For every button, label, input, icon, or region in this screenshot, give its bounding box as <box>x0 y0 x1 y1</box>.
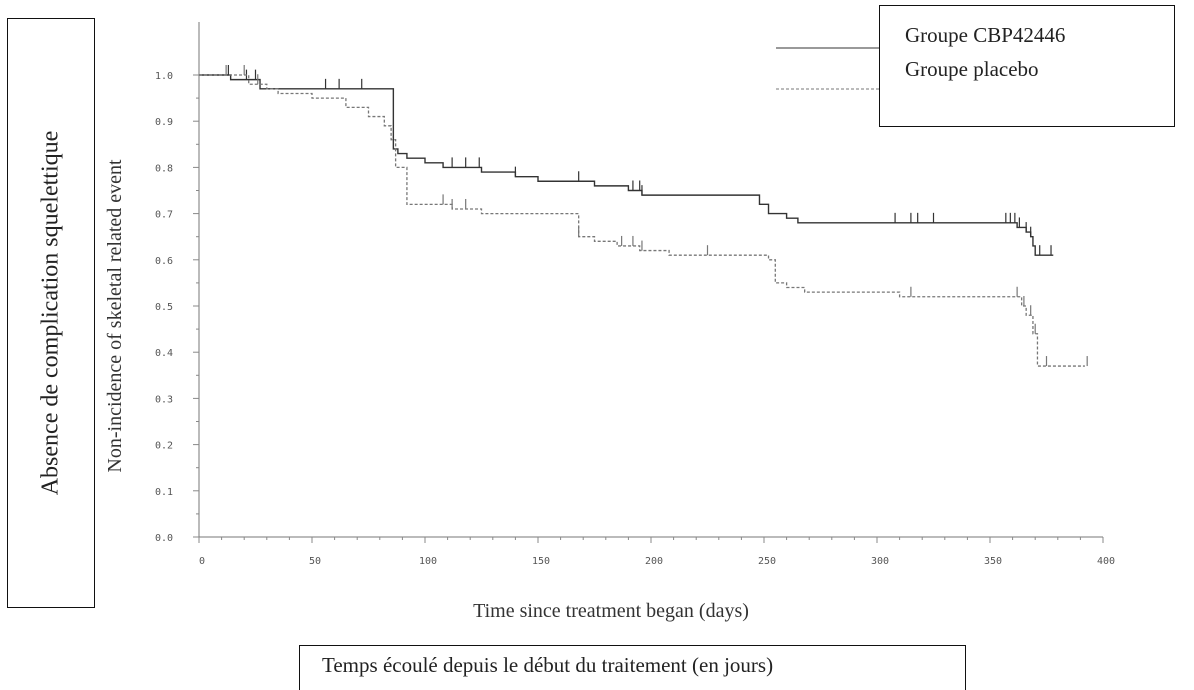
x-tick-label: 400 <box>1097 556 1115 567</box>
x-tick-label: 200 <box>645 556 663 567</box>
x-tick-label: 0 <box>199 556 205 567</box>
plot-area: 0.0 0.1 0.2 0.3 0.4 0.5 0.6 0.7 0.8 0.9 1.0 0 50 100 1… <box>155 22 1115 567</box>
y-tick-label: 0.4 <box>155 348 173 359</box>
legend-entry-cbp42446: Groupe CBP42446 <box>905 23 1066 47</box>
x-axis-title-fr-box: Temps écoulé depuis le début du traiteme… <box>299 645 966 690</box>
y-tick-label: 0.1 <box>155 487 173 498</box>
y-axis-title-fr: Absence de complication squelettique <box>37 130 64 496</box>
x-tick-label: 350 <box>984 556 1002 567</box>
x-axis-title: Time since treatment began (days) <box>473 600 749 622</box>
y-tick-label: 0.6 <box>155 256 173 267</box>
y-axis-title: Non-incidence of skeletal related event <box>104 159 126 473</box>
x-tick-label: 150 <box>532 556 550 567</box>
y-tick-label: 0.7 <box>155 210 173 221</box>
y-tick-label: 1.0 <box>155 71 173 82</box>
y-tick-label: 0.3 <box>155 394 173 405</box>
y-tick-label: 0.2 <box>155 441 173 452</box>
series-layer <box>199 47 1088 367</box>
legend: Groupe CBP42446 Groupe placebo <box>879 5 1175 127</box>
x-axis-title-fr: Temps écoulé depuis le début du traiteme… <box>322 653 774 677</box>
x-tick-label: 100 <box>419 556 437 567</box>
y-tick-label: 0.8 <box>155 163 173 174</box>
y-axis-title-fr-box: Absence de complication squelettique <box>7 18 95 608</box>
legend-entry-placebo: Groupe placebo <box>905 57 1039 81</box>
y-tick-label: 0.9 <box>155 117 173 128</box>
y-tick-label: 0.5 <box>155 302 173 313</box>
y-tick-label: 0.0 <box>155 533 173 544</box>
x-tick-label: 50 <box>309 556 321 567</box>
x-tick-label: 300 <box>871 556 889 567</box>
series-line-placebo <box>199 74 1085 367</box>
x-tick-label: 250 <box>758 556 776 567</box>
